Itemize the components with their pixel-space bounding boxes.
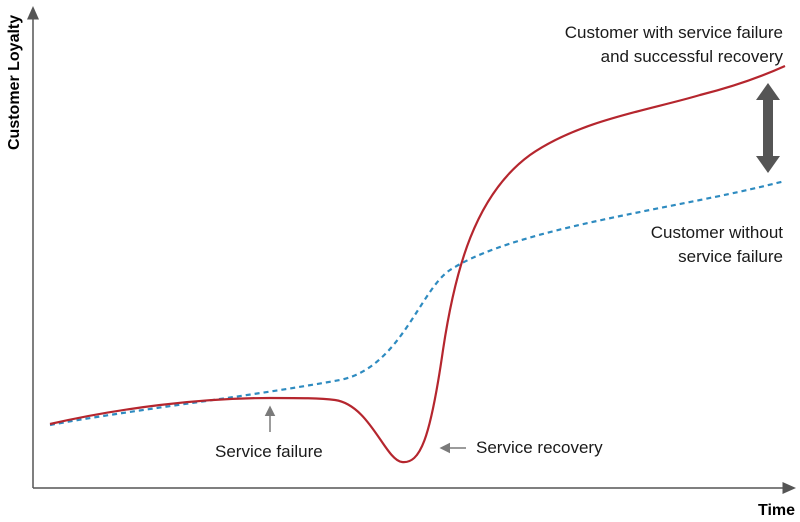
x-axis-title: Time [758,502,795,519]
service-failure-label: Service failure [215,442,323,461]
recovery-curve-label-line1: Customer with service failure [565,23,783,42]
y-axis-title: Customer Loyalty [6,15,23,150]
service-recovery-label: Service recovery [476,438,603,457]
baseline-curve-label-line1: Customer without [651,223,784,242]
recovery-curve [49,64,786,464]
baseline-curve [49,179,786,427]
baseline-curve-label-line2: service failure [678,247,783,266]
recovery-curve-label-line2: and successful recovery [601,47,784,66]
loyalty-gap-double-arrow-icon [756,83,780,173]
